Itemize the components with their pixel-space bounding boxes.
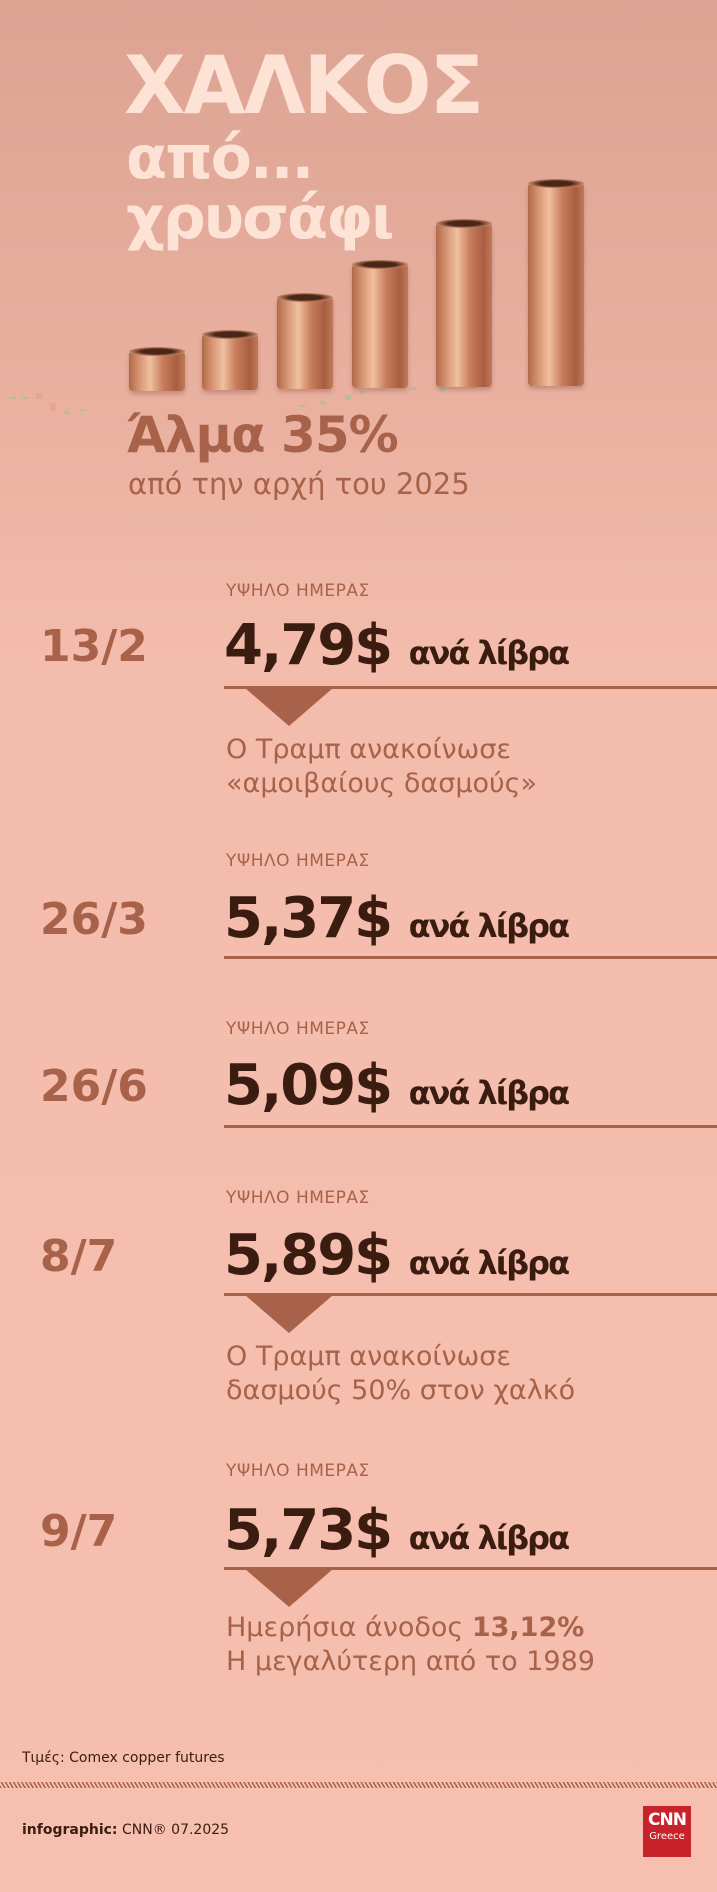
price-unit: ανά λίβρα [408, 1074, 570, 1112]
copper-cylinder-5 [436, 219, 492, 387]
copper-cylinder-2 [202, 330, 258, 390]
subtitle-line-1: από... [126, 123, 314, 193]
copper-cylinder-4 [352, 260, 408, 388]
entry-date: 13/2 [40, 621, 148, 672]
divider-line [224, 1567, 717, 1570]
note-line-1: Ημερήσια άνοδος 13,12% [226, 1611, 595, 1645]
divider-line [224, 1293, 717, 1296]
entry-price: 5,73$ ανά λίβρα [224, 1503, 570, 1559]
price-value: 5,73$ [224, 1498, 393, 1563]
subtitle-line-2: χρυσάφι [126, 183, 394, 253]
hatched-divider [0, 1782, 717, 1788]
copper-cylinder-1 [129, 347, 185, 391]
divider-line [224, 956, 717, 959]
entry-label: ΥΨΗΛΟ ΗΜΕΡΑΣ [226, 1019, 370, 1039]
entry-note: Ημερήσια άνοδος 13,12% Η μεγαλύτερη από τ… [226, 1611, 595, 1679]
arrow-down-icon [245, 1569, 333, 1607]
price-value: 5,37$ [224, 886, 393, 951]
entry-date: 26/3 [40, 894, 148, 945]
note-line-2: Η μεγαλύτερη από το 1989 [226, 1645, 595, 1677]
entry-price: 5,89$ ανά λίβρα [224, 1228, 570, 1284]
entry-date: 8/7 [40, 1231, 118, 1282]
price-unit: ανά λίβρα [408, 1519, 570, 1557]
arrow-down-icon [245, 1295, 333, 1333]
price-value: 5,89$ [224, 1223, 393, 1288]
credit: infographic: CNN® 07.2025 [22, 1822, 229, 1838]
source-note: Τιμές: Comex copper futures [22, 1750, 225, 1766]
divider-line [224, 686, 717, 689]
entry-label: ΥΨΗΛΟ ΗΜΕΡΑΣ [226, 851, 370, 871]
note-line-2: «αμοιβαίους δασμούς» [226, 767, 538, 799]
logo-sub: Greece [649, 1831, 685, 1842]
entry-label: ΥΨΗΛΟ ΗΜΕΡΑΣ [226, 581, 370, 601]
logo-main: CNN [648, 1810, 687, 1830]
entry-note: Ο Τραμπ ανακοίνωσε «αμοιβαίους δασμούς» [226, 733, 537, 801]
credit-label: infographic: [22, 1822, 118, 1838]
divider-line [224, 1125, 717, 1128]
entry-note: Ο Τραμπ ανακοίνωσε δασμούς 50% στον χαλκό [226, 1340, 575, 1408]
cnn-greece-logo: CNN Greece [643, 1806, 691, 1857]
entry-price: 5,09$ ανά λίβρα [224, 1058, 570, 1114]
price-value: 5,09$ [224, 1053, 393, 1118]
note-line-2: δασμούς 50% στον χαλκό [226, 1374, 576, 1406]
price-unit: ανά λίβρα [408, 634, 570, 672]
arrow-down-icon [245, 688, 333, 726]
price-unit: ανά λίβρα [408, 1244, 570, 1282]
entry-price: 4,79$ ανά λίβρα [224, 618, 570, 674]
note-line-1: Ο Τραμπ ανακοίνωσε [226, 1341, 511, 1372]
main-title: ΧΑΛΚΟΣ [124, 39, 484, 132]
entry-price: 5,37$ ανά λίβρα [224, 891, 570, 947]
headline: Άλμα 35% [126, 406, 399, 464]
price-unit: ανά λίβρα [408, 907, 570, 945]
note-text: Ημερήσια άνοδος [226, 1612, 472, 1643]
credit-text: CNN® 07.2025 [117, 1822, 230, 1838]
entry-label: ΥΨΗΛΟ ΗΜΕΡΑΣ [226, 1461, 370, 1481]
headline-subtitle: από την αρχή του 2025 [128, 467, 470, 501]
note-highlight: 13,12% [471, 1612, 585, 1643]
price-value: 4,79$ [224, 613, 393, 678]
entry-date: 26/6 [40, 1061, 148, 1112]
entry-date: 9/7 [40, 1506, 118, 1557]
entry-label: ΥΨΗΛΟ ΗΜΕΡΑΣ [226, 1188, 370, 1208]
copper-cylinder-3 [277, 293, 333, 389]
copper-cylinder-6 [528, 179, 584, 386]
note-line-1: Ο Τραμπ ανακοίνωσε [226, 734, 511, 765]
